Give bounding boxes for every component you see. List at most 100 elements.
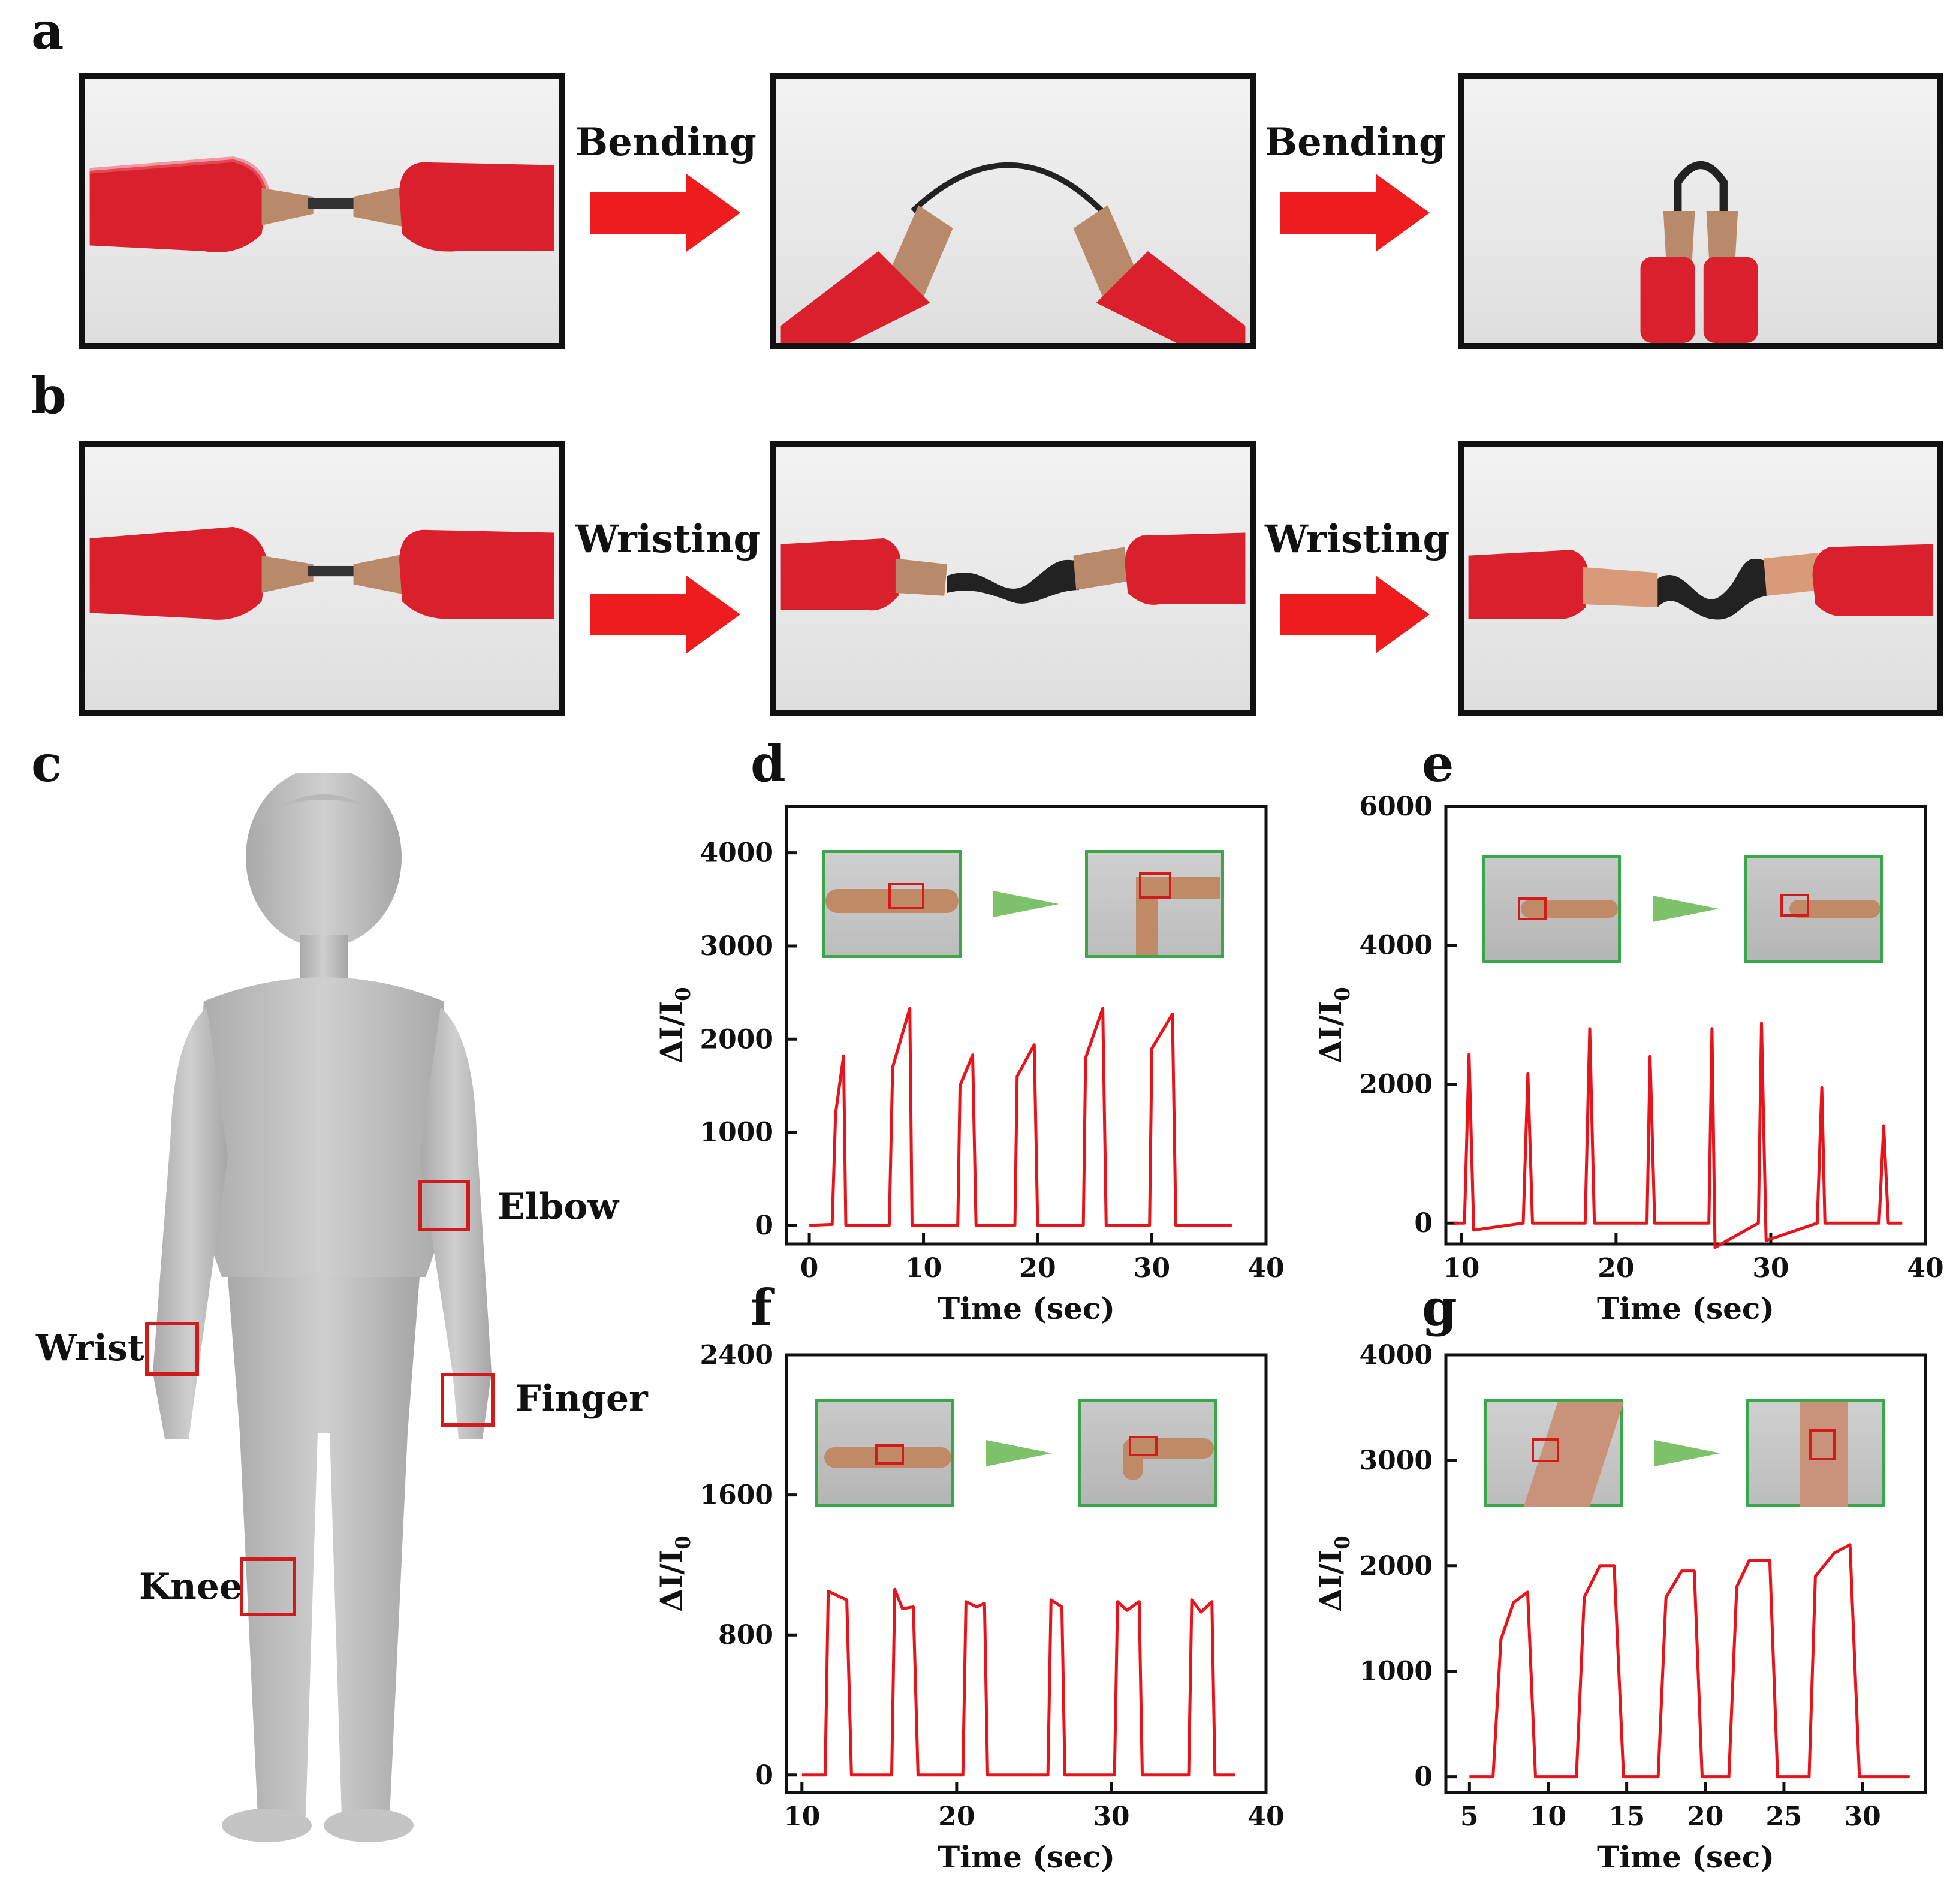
y-tick-label: 0 — [755, 1210, 773, 1241]
panel-label-a: a — [31, 1, 64, 61]
inset-photo-finger-straight — [815, 1399, 954, 1507]
clips-folded-illustration — [1640, 161, 1758, 343]
x-axis-title: Time (sec) — [938, 1291, 1115, 1326]
plot-frame — [1444, 805, 1927, 1246]
y-tick-label: 4000 — [1360, 1340, 1433, 1370]
y-tick-label: 2000 — [700, 1024, 773, 1055]
chart-d: 0 10 20 30 40 0 1000 2000 3000 4000 Time (sec) ΔI/I… — [629, 779, 1289, 1326]
inset-group-f — [815, 1399, 1223, 1510]
series-line-f — [801, 1587, 1235, 1777]
green-arrow-icon — [1653, 896, 1719, 922]
y-tick-label: 4000 — [1360, 930, 1433, 961]
inset-photo-arm-bent — [1085, 850, 1224, 958]
body-label-elbow: Elbow — [498, 1186, 619, 1228]
y-tick-label: 4000 — [700, 838, 773, 869]
series-line-e — [1453, 1022, 1903, 1249]
x-axis-title: Time (sec) — [1597, 1291, 1774, 1326]
y-axis-title: ΔI/I0 — [653, 987, 695, 1064]
x-axis-title: Time (sec) — [938, 1839, 1115, 1875]
x-tick-label: 25 — [1765, 1801, 1802, 1832]
y-tick-label: 2000 — [1360, 1551, 1433, 1581]
x-tick-label: 10 — [1530, 1801, 1566, 1832]
clips-double-twisted-illustration — [1468, 544, 1933, 620]
y-axis-title: ΔI/I0 — [1313, 1535, 1355, 1612]
x-axis-title: Time (sec) — [1597, 1839, 1774, 1875]
photo-folded-sensor — [1458, 73, 1943, 349]
y-tick-label: 1000 — [700, 1117, 773, 1148]
x-tick-label: 20 — [1598, 1253, 1634, 1284]
elbow-marker — [418, 1180, 470, 1231]
y-axis-title: ΔI/I0 — [1313, 987, 1355, 1064]
y-tick-label: 2000 — [1360, 1069, 1433, 1099]
chart-d-svg: 0 10 20 30 40 0 1000 2000 3000 4000 Time (sec) ΔI/I… — [653, 805, 1285, 1326]
x-tick-label: 20 — [1019, 1253, 1056, 1284]
right-arrow-icon — [1280, 576, 1430, 653]
green-arrow-icon — [1654, 1440, 1720, 1466]
x-tick-label: 40 — [1907, 1253, 1943, 1284]
y-tick-label: 0 — [1414, 1762, 1433, 1792]
right-arrow-icon — [590, 174, 740, 252]
wrist-marker — [145, 1322, 199, 1376]
inset-group-g — [1484, 1399, 1891, 1510]
chart-f-svg: 10 20 30 40 0 800 1600 2400 Time (sec) ΔI/I0 — [653, 1340, 1285, 1875]
x-tick-label: 30 — [1844, 1801, 1880, 1832]
chart-g-svg: 5 10 15 20 25 30 0 1000 2000 3000 4000 Time (sec) ΔI… — [1313, 1340, 1927, 1875]
x-tick-label: 30 — [1093, 1801, 1129, 1832]
inset-photo-wrist-bent — [1744, 855, 1883, 963]
body-label-finger: Finger — [516, 1378, 648, 1420]
y-axis-title: ΔI/I0 — [653, 1535, 695, 1612]
inset-photo-wrist-straight — [1482, 855, 1621, 963]
y-tick-label: 1000 — [1360, 1656, 1433, 1687]
y-tick-label: 2400 — [700, 1340, 773, 1370]
x-tick-label: 30 — [1752, 1253, 1789, 1284]
x-tick-label: 20 — [938, 1801, 975, 1832]
x-tick-label: 40 — [1247, 1801, 1284, 1832]
y-tick-label: 3000 — [1360, 1445, 1433, 1476]
x-tick-label: 20 — [1687, 1801, 1723, 1832]
inset-photo-arm-straight — [822, 850, 962, 958]
photo-flat-sensor-b — [79, 441, 565, 716]
green-arrow-icon — [986, 1440, 1052, 1466]
step-label-bending-1: Bending — [575, 120, 757, 165]
panel-label-g: g — [1422, 1278, 1457, 1337]
y-tick-label: 6000 — [1360, 791, 1433, 822]
x-tick-label: 40 — [1247, 1253, 1284, 1284]
plot-frame — [785, 1353, 1268, 1794]
x-tick-label: 0 — [800, 1253, 819, 1284]
step-label-wristing-2: Wristing — [1265, 517, 1450, 562]
inset-photo-knee-straight — [1746, 1399, 1885, 1507]
plot-frame — [1444, 1353, 1927, 1794]
knee-marker — [240, 1557, 296, 1616]
inset-group-e — [1482, 855, 1889, 966]
clips-bent-illustration — [780, 162, 1246, 343]
chart-f: 10 20 30 40 0 800 1600 2400 Time (sec) ΔI/I0 — [629, 1328, 1289, 1875]
photo-twisted-sensor — [770, 441, 1256, 716]
chart-e-svg: 10 20 30 40 0 2000 4000 6000 Time (sec) ΔI/I0 — [1313, 791, 1944, 1326]
human-figure-illustration — [153, 773, 492, 1842]
y-tick-label: 1600 — [700, 1480, 773, 1511]
panel-label-b: b — [31, 366, 67, 425]
x-tick-label: 30 — [1134, 1253, 1170, 1284]
clips-flat-illustration — [89, 156, 554, 252]
panel-label-e: e — [1422, 734, 1454, 793]
x-tick-label: 10 — [905, 1253, 942, 1284]
photo-flat-sensor-a — [79, 73, 565, 349]
right-arrow-icon — [1280, 174, 1430, 252]
series-line-d — [809, 1007, 1232, 1227]
clips-twisted-illustration — [780, 532, 1246, 611]
panel-label-f: f — [751, 1278, 773, 1337]
green-arrow-icon — [993, 891, 1059, 917]
x-tick-label: 15 — [1608, 1801, 1645, 1832]
y-tick-label: 3000 — [700, 931, 773, 962]
body-label-wrist: Wrist — [36, 1327, 144, 1369]
right-arrow-icon — [590, 576, 740, 653]
panel-label-d: d — [751, 734, 786, 793]
finger-marker — [441, 1373, 495, 1427]
photo-bent-sensor — [770, 73, 1256, 349]
inset-photo-knee-bent — [1484, 1399, 1624, 1507]
chart-g: 5 10 15 20 25 30 0 1000 2000 3000 4000 Time (sec) ΔI… — [1289, 1328, 1948, 1875]
step-label-bending-2: Bending — [1265, 120, 1446, 165]
chart-e: 10 20 30 40 0 2000 4000 6000 Time (sec) ΔI/I0 — [1289, 779, 1948, 1326]
y-tick-label: 0 — [1414, 1208, 1433, 1239]
clips-flat-illustration — [89, 526, 554, 620]
